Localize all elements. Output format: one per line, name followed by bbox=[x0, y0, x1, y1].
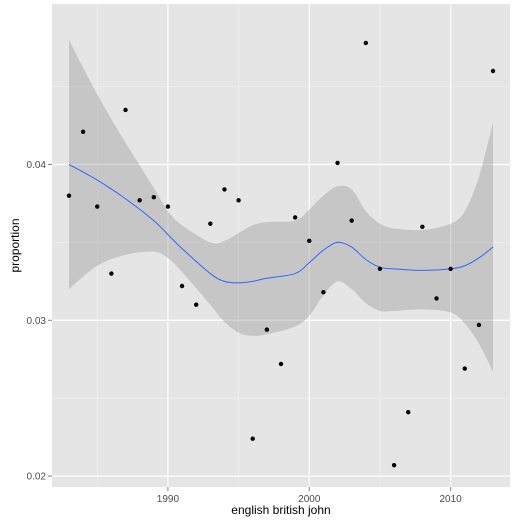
x-axis-title: english british john bbox=[231, 503, 330, 517]
data-point bbox=[250, 436, 255, 441]
data-point bbox=[377, 266, 383, 272]
data-point bbox=[363, 40, 369, 46]
data-point bbox=[236, 198, 241, 203]
data-point bbox=[137, 198, 142, 203]
data-point bbox=[222, 187, 227, 192]
data-point bbox=[95, 204, 100, 209]
data-point bbox=[349, 218, 354, 223]
plot-panel bbox=[52, 4, 510, 487]
x-axis-ticks: 1990 2000 2010 bbox=[157, 487, 462, 505]
data-point bbox=[208, 221, 213, 226]
data-point bbox=[434, 296, 439, 301]
data-point bbox=[278, 361, 284, 367]
data-point bbox=[448, 266, 453, 272]
data-point bbox=[109, 271, 114, 276]
data-point bbox=[179, 283, 185, 289]
x-tick-label: 2010 bbox=[440, 494, 463, 505]
confidence-band bbox=[68, 39, 494, 372]
data-point bbox=[462, 366, 467, 371]
data-point bbox=[391, 462, 397, 468]
y-tick-label: 0.03 bbox=[27, 316, 47, 327]
data-point bbox=[490, 68, 496, 74]
data-point bbox=[335, 160, 340, 166]
y-tick-label: 0.04 bbox=[27, 160, 47, 171]
data-point bbox=[406, 410, 411, 415]
data-point bbox=[165, 204, 171, 209]
major-gridlines bbox=[52, 4, 510, 487]
data-point bbox=[80, 129, 86, 134]
data-point bbox=[307, 238, 312, 244]
data-point bbox=[476, 322, 482, 328]
data-point bbox=[193, 302, 199, 307]
minor-gridlines bbox=[52, 4, 510, 487]
data-point bbox=[264, 327, 270, 332]
data-point bbox=[66, 193, 72, 198]
y-tick-label: 0.02 bbox=[27, 472, 47, 483]
data-point bbox=[292, 215, 298, 220]
smooth-trend-line bbox=[68, 164, 494, 284]
y-axis-ticks: 0.02 0.03 0.04 bbox=[27, 160, 52, 483]
x-tick-label: 2000 bbox=[298, 494, 321, 505]
data-points bbox=[66, 40, 496, 468]
data-point bbox=[123, 107, 128, 113]
data-point bbox=[420, 224, 425, 230]
x-tick-label: 1990 bbox=[157, 494, 180, 505]
y-axis-title: proportion bbox=[8, 218, 22, 272]
data-point bbox=[151, 195, 156, 200]
data-point bbox=[321, 290, 326, 295]
